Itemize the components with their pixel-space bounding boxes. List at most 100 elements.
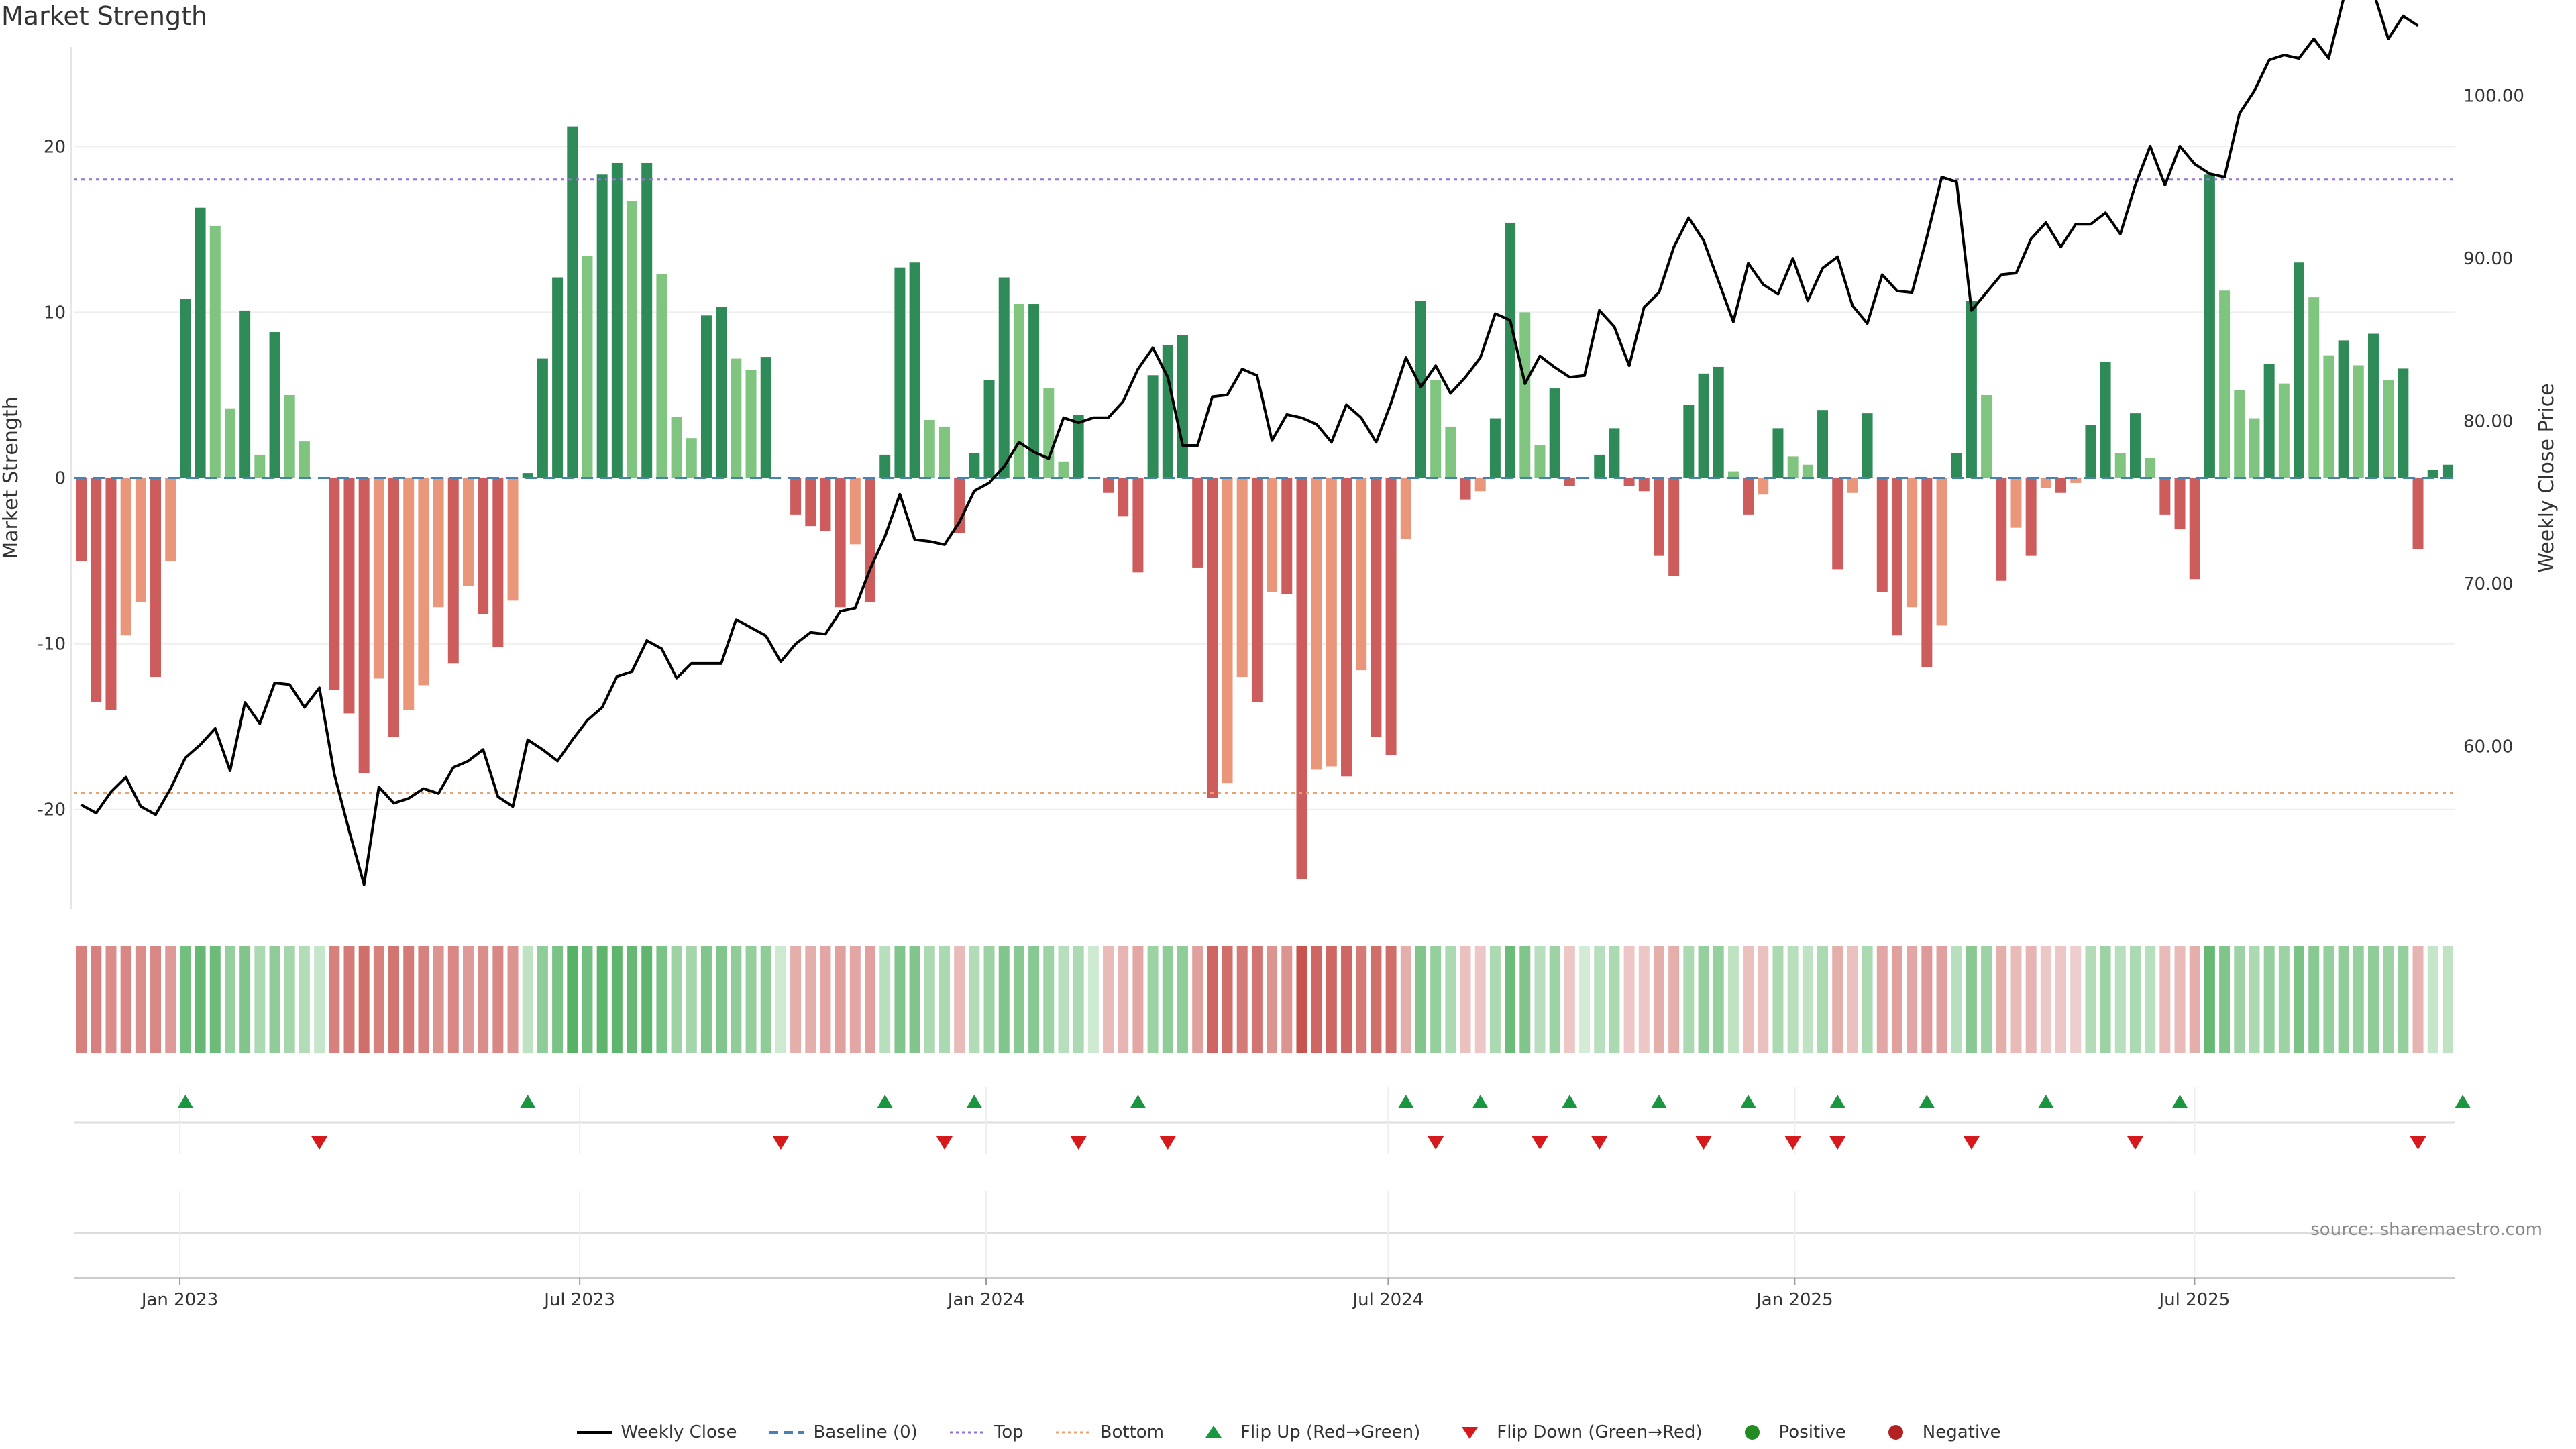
heat-cell [2427, 946, 2438, 1053]
strength-bar [269, 332, 280, 478]
strength-bar [1505, 222, 1516, 478]
strength-bar [299, 441, 310, 478]
flip-up-marker [1472, 1095, 1489, 1108]
strength-bar [686, 438, 697, 478]
strength-bar [2263, 363, 2275, 478]
strength-bar [1981, 394, 1992, 478]
legend-label: Flip Down (Green→Red) [1497, 1422, 1703, 1442]
strength-bar [478, 478, 489, 614]
strength-bar [998, 277, 1010, 478]
flip-down-marker [1695, 1136, 1712, 1150]
heat-cell [716, 946, 727, 1053]
heat-cell [582, 946, 593, 1053]
flip-up-marker [1397, 1095, 1414, 1108]
strength-bar [1549, 388, 1560, 478]
strength-bar [1996, 478, 2007, 581]
heat-cell [388, 946, 400, 1053]
strength-bar [865, 478, 876, 602]
heat-cell [507, 946, 519, 1053]
flip-down-marker [936, 1136, 953, 1150]
strength-bar [2174, 478, 2186, 530]
strength-bar [820, 478, 831, 531]
strength-bar [165, 478, 176, 561]
weekly-close-series [80, 0, 2419, 886]
heat-cell [1847, 946, 1858, 1053]
heat-cell [1832, 946, 1843, 1053]
heat-cell [1638, 946, 1650, 1053]
strength-bar [627, 201, 638, 478]
strength-bar [938, 426, 950, 478]
heat-cell [731, 946, 742, 1053]
strength-bar [135, 478, 146, 602]
strength-bar [731, 358, 742, 478]
strength-bar [2010, 478, 2022, 528]
strength-bar [1758, 478, 1769, 495]
heat-cell [671, 946, 682, 1053]
heat-cell [627, 946, 638, 1053]
heat-cell [447, 946, 459, 1053]
left-tick-label: -10 [38, 635, 66, 655]
strength-bar [1192, 478, 1203, 568]
strength-bar [1638, 478, 1650, 492]
strength-bar [1698, 373, 1709, 478]
heat-cell [1192, 946, 1203, 1053]
left-tick-label: -20 [38, 800, 66, 820]
strength-bar [552, 277, 564, 478]
heat-cell [1921, 946, 1933, 1053]
strength-bar [1267, 478, 1278, 593]
x-tick-label: Jan 2024 [947, 1290, 1025, 1310]
heat-cell [1430, 946, 1442, 1053]
heat-cell [195, 946, 206, 1053]
legend-label: Weekly Close [621, 1422, 737, 1442]
heat-cell [805, 946, 816, 1053]
x-tick-label: Jul 2023 [543, 1290, 615, 1310]
strength-bar [522, 473, 533, 478]
heat-cell [1727, 946, 1739, 1053]
strength-bar [1802, 464, 1813, 478]
legend-label: Flip Up (Red→Green) [1240, 1422, 1421, 1442]
heat-cell [1743, 946, 1754, 1053]
strength-bar [1043, 388, 1055, 478]
heat-cell [1817, 946, 1829, 1053]
legend-item: Flip Down (Green→Red) [1451, 1422, 1703, 1442]
heat-cell [1787, 946, 1799, 1053]
heat-cell [1876, 946, 1888, 1053]
heat-cell [849, 946, 861, 1053]
strength-bar [745, 370, 757, 478]
heat-cell [835, 946, 846, 1053]
heat-cell [1951, 946, 1962, 1053]
strength-bar [760, 357, 771, 478]
heat-cell [1222, 946, 1233, 1053]
flip-up-marker [877, 1095, 894, 1108]
strength-bar [2427, 470, 2438, 478]
heat-cell [462, 946, 474, 1053]
heat-cell [1683, 946, 1695, 1053]
strength-bar [224, 408, 235, 478]
heat-cell [745, 946, 757, 1053]
heat-cell [1668, 946, 1680, 1053]
strength-bar [1311, 478, 1322, 770]
strength-bar [1623, 478, 1635, 486]
heat-cell [1653, 946, 1664, 1053]
weekly-close-line [80, 0, 2419, 886]
strength-bar [1891, 478, 1902, 636]
strength-bar [611, 162, 623, 478]
heat-cell [1579, 946, 1591, 1053]
strength-bar [1162, 345, 1173, 478]
strength-bar [1668, 478, 1680, 576]
strength-bar [1921, 478, 1933, 667]
heat-cell [2278, 946, 2290, 1053]
strength-bar [1251, 478, 1263, 702]
heat-cell [403, 946, 415, 1053]
strength-bar [447, 478, 459, 664]
heat-cell [135, 946, 146, 1053]
strength-bar [2398, 368, 2409, 478]
strength-bar [1727, 471, 1739, 478]
flip-down-marker [1159, 1136, 1176, 1150]
strength-bar [2100, 362, 2111, 478]
heat-cell [1623, 946, 1635, 1053]
strength-bar [1832, 478, 1843, 570]
strength-bar [2145, 458, 2156, 478]
heat-cell [329, 946, 340, 1053]
heat-cell [492, 946, 504, 1053]
